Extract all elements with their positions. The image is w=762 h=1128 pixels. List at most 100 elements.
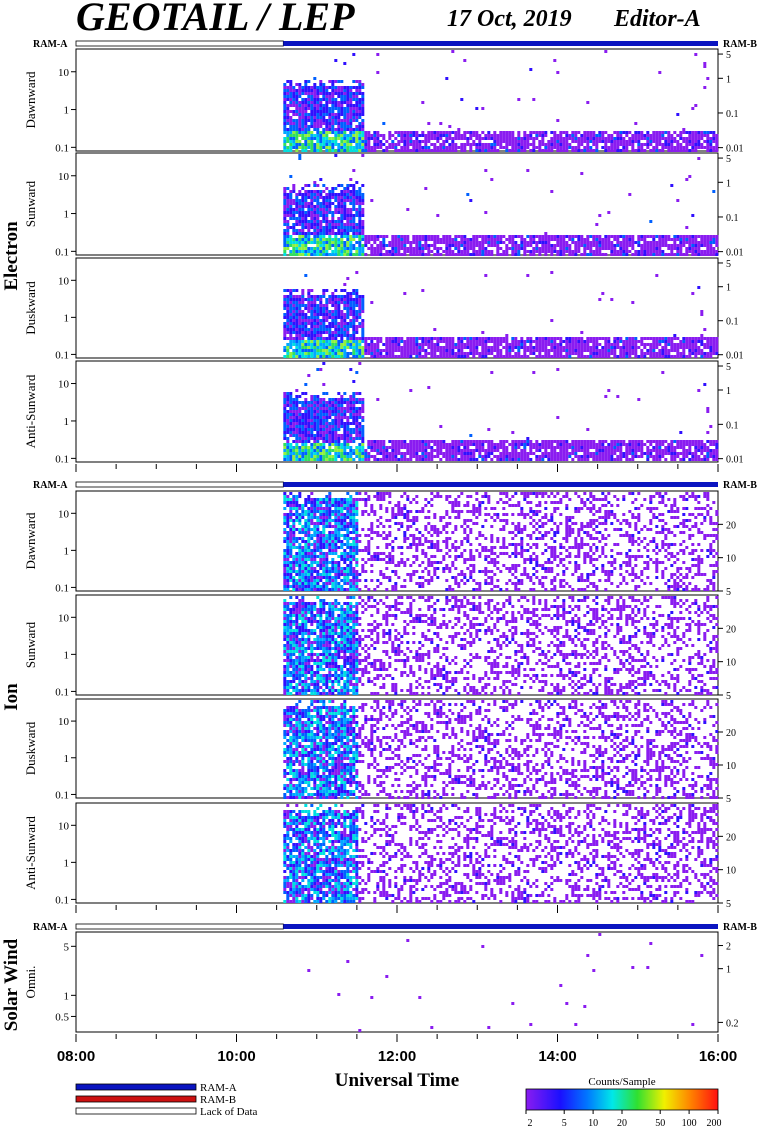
heat-cell bbox=[472, 244, 476, 247]
heat-cell bbox=[301, 455, 305, 458]
heat-cell bbox=[592, 443, 596, 446]
heat-cell bbox=[430, 446, 434, 449]
heat-cell bbox=[346, 125, 350, 128]
heat-cell bbox=[571, 449, 575, 452]
heat-cell bbox=[283, 107, 287, 110]
heat-cell bbox=[700, 238, 704, 241]
heat-cell bbox=[388, 244, 392, 247]
heat-cell bbox=[289, 146, 293, 149]
heat-cell bbox=[292, 113, 296, 116]
heat-cell bbox=[691, 143, 695, 146]
heat-cell bbox=[355, 235, 359, 238]
heat-cell bbox=[550, 346, 554, 349]
heat-cell bbox=[313, 295, 317, 298]
heat-cell bbox=[331, 101, 335, 104]
heat-cell bbox=[685, 131, 689, 134]
heat-cell bbox=[334, 232, 338, 235]
heat-cell bbox=[355, 343, 359, 346]
heat-cell bbox=[613, 146, 617, 149]
heat-cell bbox=[322, 419, 326, 422]
heat-cell bbox=[550, 247, 554, 250]
heat-cell bbox=[346, 458, 350, 461]
heat-cell bbox=[301, 458, 305, 461]
heat-cell bbox=[715, 337, 719, 340]
heat-cell bbox=[316, 116, 320, 119]
heat-cell bbox=[286, 104, 290, 107]
heat-cell bbox=[355, 410, 359, 413]
heat-cell bbox=[301, 328, 305, 331]
heat-cell bbox=[475, 244, 479, 247]
heat-cell bbox=[496, 458, 500, 461]
heat-cell bbox=[637, 355, 641, 358]
heat-cell bbox=[349, 413, 353, 416]
heat-cell bbox=[298, 232, 302, 235]
heat-cell bbox=[298, 416, 302, 419]
heat-cell bbox=[322, 202, 326, 205]
heat-cell bbox=[340, 416, 344, 419]
panel-y-label: Sunward bbox=[23, 180, 38, 227]
heat-cell bbox=[637, 446, 641, 449]
heat-cell bbox=[400, 337, 404, 340]
heat-cell bbox=[361, 134, 365, 137]
heat-cell bbox=[292, 401, 296, 404]
heat-cell bbox=[328, 355, 332, 358]
heat-cell bbox=[316, 208, 320, 211]
heat-cell bbox=[328, 349, 332, 352]
heat-cell bbox=[679, 149, 683, 152]
heat-cell bbox=[487, 446, 491, 449]
heat-cell bbox=[463, 137, 467, 140]
heat-cell bbox=[403, 137, 407, 140]
heat-cell bbox=[550, 443, 554, 446]
heat-cell bbox=[523, 452, 527, 455]
heat-cell bbox=[592, 143, 596, 146]
heat-cell bbox=[547, 235, 551, 238]
heat-cell bbox=[298, 107, 302, 110]
heat-cell bbox=[412, 349, 416, 352]
heat-cell bbox=[409, 241, 413, 244]
heat-cell bbox=[328, 202, 332, 205]
heat-cell bbox=[310, 193, 314, 196]
heat-cell bbox=[286, 413, 290, 416]
heat-cell bbox=[445, 343, 449, 346]
heat-cell bbox=[706, 337, 710, 340]
heat-cell bbox=[550, 452, 554, 455]
heat-cell bbox=[328, 137, 332, 140]
heat-cell bbox=[331, 238, 335, 241]
heat-cell bbox=[328, 434, 332, 437]
heat-cell bbox=[343, 304, 347, 307]
heat-cell bbox=[496, 449, 500, 452]
heat-cell bbox=[352, 289, 356, 292]
heat-cell bbox=[325, 343, 329, 346]
heat-cell bbox=[655, 149, 659, 152]
heat-cell bbox=[610, 298, 614, 301]
heat-cell bbox=[298, 434, 302, 437]
heat-cell bbox=[598, 235, 602, 238]
heat-cell bbox=[481, 440, 485, 443]
heat-cell bbox=[448, 355, 452, 358]
heat-cell bbox=[598, 137, 602, 140]
heat-cell bbox=[508, 143, 512, 146]
heat-cell bbox=[499, 146, 503, 149]
heat-cell bbox=[361, 419, 365, 422]
heat-cell bbox=[454, 137, 458, 140]
heat-cell bbox=[571, 250, 575, 253]
heat-cell bbox=[604, 352, 608, 355]
heat-cell bbox=[658, 343, 662, 346]
heat-cell bbox=[667, 131, 671, 134]
heat-cell bbox=[304, 334, 308, 337]
heat-cell bbox=[349, 395, 353, 398]
heat-cell bbox=[433, 131, 437, 134]
heat-cell bbox=[352, 325, 356, 328]
heat-cell bbox=[316, 211, 320, 214]
heat-cell bbox=[505, 253, 509, 256]
heat-cell bbox=[346, 137, 350, 140]
heat-cell bbox=[310, 310, 314, 313]
heat-cell bbox=[475, 352, 479, 355]
heat-cell bbox=[667, 146, 671, 149]
heat-cell bbox=[601, 458, 605, 461]
heat-cell bbox=[523, 443, 527, 446]
heat-cell bbox=[286, 455, 290, 458]
heat-cell bbox=[307, 113, 311, 116]
heat-cell bbox=[304, 80, 308, 83]
heat-cell bbox=[544, 247, 548, 250]
